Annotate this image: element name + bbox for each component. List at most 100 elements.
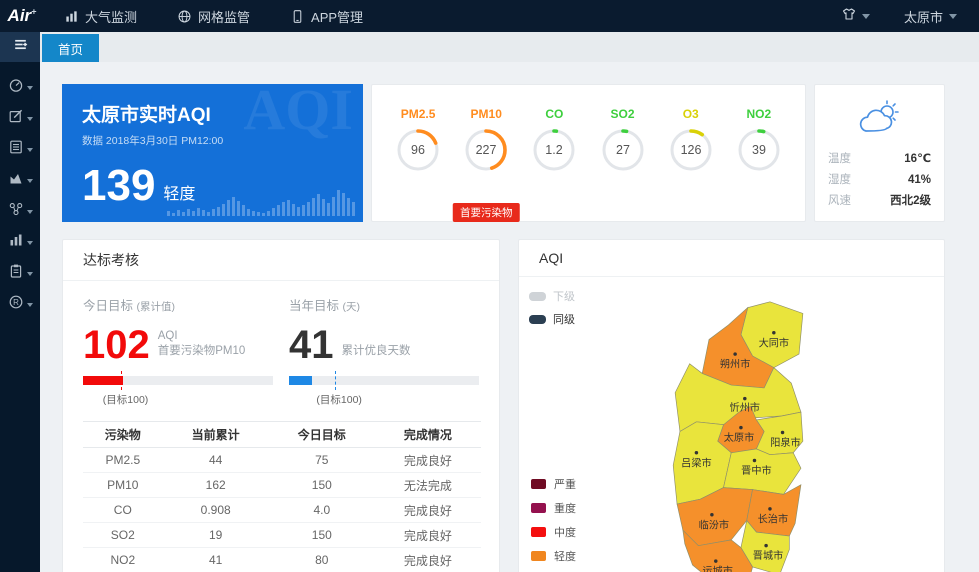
sidebar-item-list[interactable] [0, 134, 40, 165]
table-row: CO 0.908 4.0 完成良好 [83, 497, 481, 523]
theme-switcher[interactable] [841, 6, 870, 27]
svg-text:126: 126 [680, 143, 701, 157]
city-label-yangquan: 阳泉市 [770, 436, 800, 449]
table-cell: 4.0 [268, 497, 375, 523]
legend-label: 严重 [554, 479, 576, 491]
city-label-datong: 大同市 [759, 336, 789, 349]
table-cell: 150 [268, 472, 375, 498]
city-label-xinzhou: 忻州市 [730, 401, 760, 414]
mobile-icon [290, 9, 305, 24]
legend-item: 重度 [531, 500, 576, 516]
city-label-taiyuan: 太原市 [724, 431, 754, 444]
table-cell: 41 [162, 547, 269, 572]
chevron-down-icon [26, 209, 33, 214]
city-selector-label: 太原市 [903, 9, 943, 25]
map-level-toggle-1[interactable]: 同级 [529, 311, 575, 327]
sidebar-item-share[interactable] [0, 196, 40, 227]
aqi-value: 139 [82, 161, 156, 210]
hamburger-icon [12, 36, 29, 58]
tab-home[interactable]: 首页 [42, 34, 100, 62]
table-cell: 80 [268, 547, 375, 572]
table-cell: PM10 [83, 472, 163, 498]
sidebar-item-area-chart[interactable] [0, 165, 40, 196]
gauge-ring: 227 [465, 129, 508, 171]
table-cell: 19 [162, 522, 269, 548]
area-chart-icon [8, 170, 24, 191]
gauge-pm10: PM10 227 首要污染物 [452, 107, 520, 222]
assessment-card-title: 达标考核 [63, 240, 499, 281]
city-dot [710, 512, 714, 517]
metric-year: 当年目标 (天) 41 累计优良天数 (目标100) [289, 295, 479, 406]
gauge-ring: 1.2 [533, 129, 576, 171]
map-region-yuncheng[interactable]: 运城市 [682, 529, 753, 572]
svg-text:96: 96 [411, 143, 425, 157]
city-selector[interactable]: 太原市 [904, 7, 957, 26]
sidebar-collapse-button[interactable] [0, 32, 40, 62]
table-row: PM10 162 150 无法完成 [83, 472, 481, 498]
table-row: SO2 19 150 完成良好 [83, 522, 481, 548]
legend-swatch [531, 527, 546, 537]
sidebar-item-edit[interactable] [0, 103, 40, 134]
table-cell: 完成良好 [374, 522, 481, 548]
nav-item-globe[interactable]: 网格监管 [157, 0, 270, 32]
nav-item-label: 大气监测 [85, 9, 138, 25]
sidebar-item-clipboard[interactable] [0, 258, 40, 289]
table-row: NO2 41 80 完成良好 [83, 547, 481, 572]
pollutant-target-table: 污染物 当前累计 今日目标 完成情况 PM2.5 44 75 完成良好 PM10 162 150 无… [83, 421, 481, 572]
weather-row: 湿度 41% [828, 170, 931, 191]
gauge-pm25: PM2.5 96 [387, 107, 449, 178]
legend-item: 中度 [531, 524, 576, 540]
city-dot [764, 543, 768, 548]
legend-swatch [531, 551, 546, 561]
tab-bar: 首页 [40, 32, 979, 62]
aqi-level: 轻度 [163, 185, 196, 203]
chevron-down-icon [26, 147, 33, 152]
mini-bar-decoration [167, 190, 355, 216]
city-label-jincheng: 晋城市 [753, 549, 783, 562]
toggle-swatch [529, 314, 546, 324]
city-label-jinzhong: 晋中市 [741, 464, 771, 477]
city-dot [768, 507, 772, 511]
gauge-label: O3 [682, 107, 699, 121]
gauge-label: PM10 [470, 107, 502, 121]
city-label-lvliang: 吕梁市 [681, 456, 711, 469]
svg-text:1.2: 1.2 [546, 143, 563, 157]
weather-value: 西北2级 [890, 195, 931, 207]
city-label-shuozhou: 朔州市 [720, 358, 750, 371]
sidebar-item-dashboard[interactable] [0, 72, 40, 103]
sidebar-item-registered[interactable]: R [0, 289, 40, 320]
table-cell: 162 [162, 472, 269, 498]
bar-chart-icon [64, 9, 79, 24]
chevron-down-icon [26, 178, 33, 183]
dashboard-icon [8, 77, 24, 98]
aqi-map-card-title: AQI [519, 240, 944, 277]
realtime-aqi-card: AQI 太原市实时AQI 数据 2018年3月30日 PM12:00 139 轻… [62, 84, 363, 222]
sidebar-item-bar-chart[interactable] [0, 227, 40, 258]
chevron-down-icon [949, 13, 957, 19]
province-map: 大同市朔州市忻州市太原市阳泉市吕梁市晋中市临汾市长治市晋城市运城市大同市朔州市忻… [649, 296, 829, 572]
globe-icon [177, 9, 192, 24]
weather-label: 温度 [828, 153, 851, 165]
table-cell: NO2 [83, 547, 163, 572]
city-dot [739, 425, 743, 430]
nav-item-mobile[interactable]: APP管理 [270, 0, 383, 32]
target-label: (目标100) [102, 394, 149, 406]
table-cell: 44 [162, 447, 269, 473]
nav-item-label: 网格监管 [198, 9, 251, 25]
metric-value: 102 [83, 323, 150, 367]
svg-text:39: 39 [752, 143, 766, 157]
main-menu: 大气监测 网格监管 APP管理 [44, 0, 383, 32]
realtime-aqi-timestamp: 数据 2018年3月30日 PM12:00 [82, 135, 224, 147]
table-header: 当前累计 [162, 421, 269, 448]
table-cell: CO [83, 497, 163, 523]
gauge-label: NO2 [746, 107, 772, 121]
nav-item-bar-chart[interactable]: 大气监测 [44, 0, 157, 32]
chevron-down-icon [26, 116, 33, 121]
svg-text:27: 27 [616, 143, 630, 157]
sidebar: R [0, 32, 40, 572]
list-icon [8, 139, 24, 160]
city-dot [780, 430, 785, 435]
gauge-ring: 126 [669, 129, 712, 171]
metric-progress [83, 371, 273, 390]
map-level-toggle-0[interactable]: 下级 [529, 288, 575, 304]
